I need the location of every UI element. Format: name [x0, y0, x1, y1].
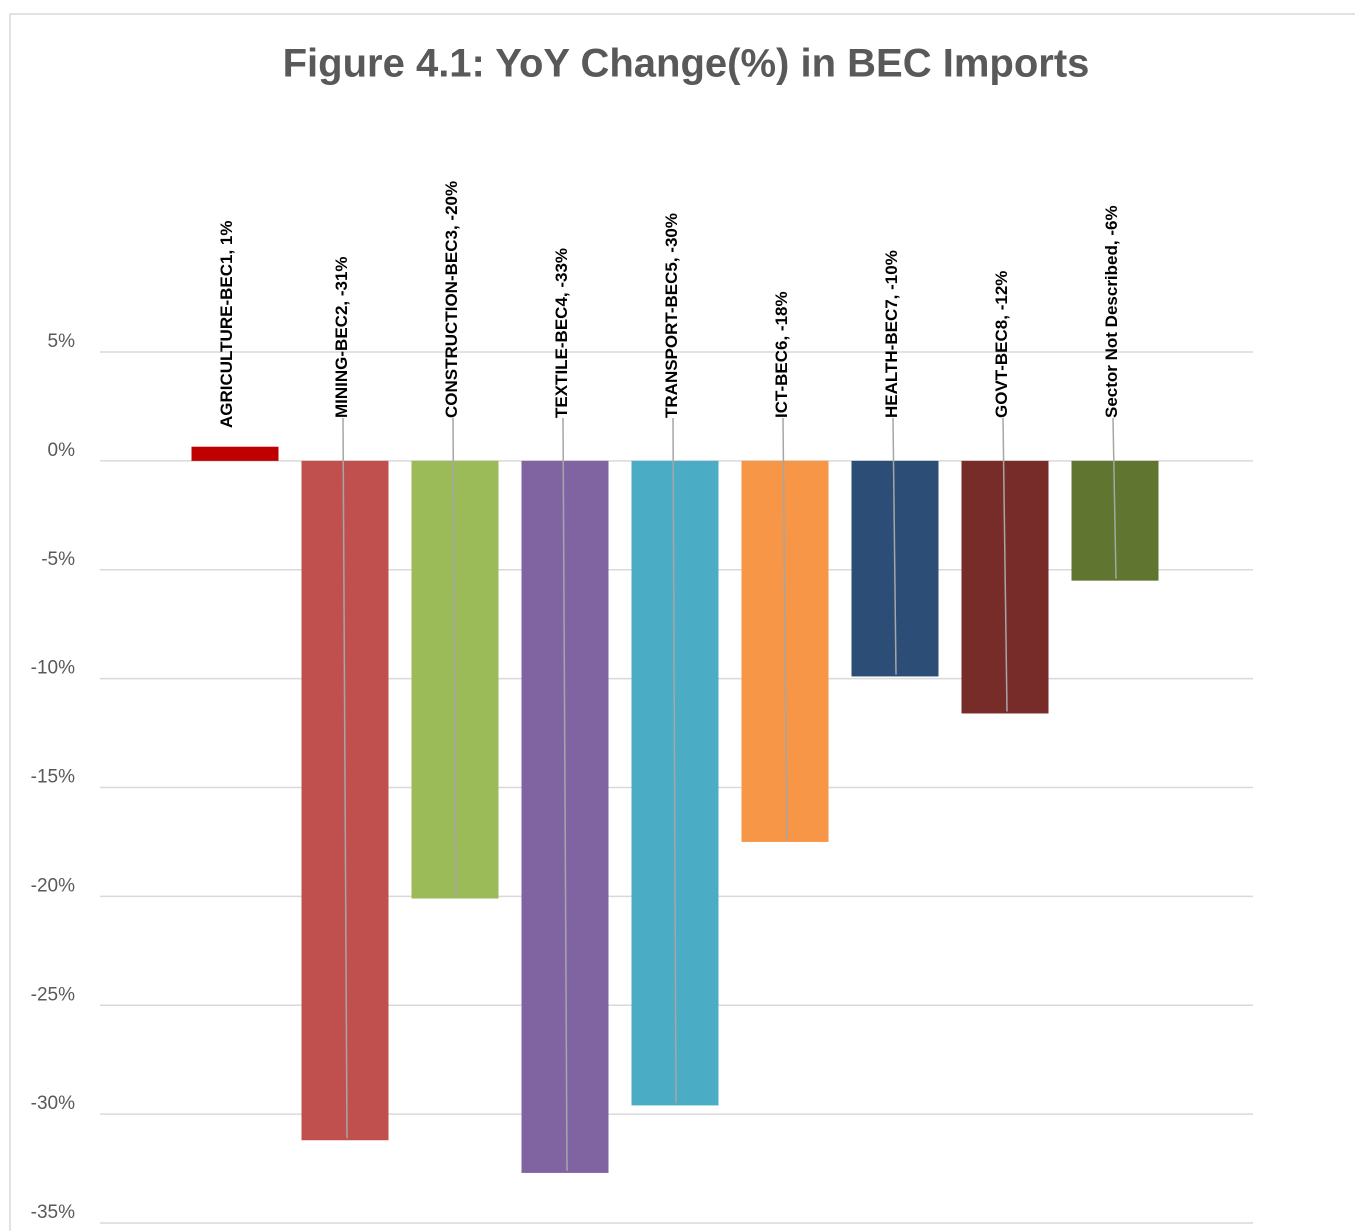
y-tick-label: -5% — [41, 549, 75, 570]
leader-line — [562, 417, 568, 1171]
chart-title: Figure 4.1: YoY Change(%) in BEC Imports — [283, 42, 1090, 86]
data-label-value: -18% — [772, 291, 791, 331]
y-tick-label: -35% — [31, 1202, 75, 1223]
data-label-category: MINING-BEC2 — [332, 306, 351, 418]
data-label-separator: , — [882, 290, 901, 299]
data-label-value: -33% — [552, 248, 571, 288]
leader-line — [1112, 417, 1117, 579]
data-label-category: CONSTRUCTION-BEC3 — [442, 230, 461, 418]
leader-line — [1002, 417, 1008, 712]
data-label-value: -10% — [882, 250, 901, 290]
data-label-value: -20% — [442, 181, 461, 221]
leader-line — [342, 417, 348, 1139]
bar — [191, 446, 279, 461]
data-label-category: ICT-BEC6 — [772, 341, 791, 418]
y-tick-label: -25% — [31, 984, 75, 1005]
y-tick-label: -30% — [31, 1093, 75, 1114]
leader-line — [892, 417, 897, 675]
data-label: CONSTRUCTION-BEC3, -20% — [442, 181, 461, 418]
y-tick-label: -20% — [31, 875, 75, 896]
data-label-separator: , — [442, 221, 461, 230]
data-label: TRANSPORT-BEC5, -30% — [662, 213, 681, 418]
data-label-category: AGRICULTURE-BEC1 — [217, 255, 236, 428]
data-label: HEALTH-BEC7, -10% — [882, 250, 901, 418]
leader-line — [782, 417, 788, 840]
data-label-value: 1% — [217, 221, 236, 246]
data-label: MINING-BEC2, -31% — [332, 256, 351, 418]
data-label-value: -31% — [332, 256, 351, 296]
data-label-separator: , — [332, 296, 351, 305]
data-label-category: Sector Not Described — [1102, 245, 1121, 418]
leader-line — [672, 417, 677, 1104]
data-label-value: -12% — [992, 271, 1011, 311]
y-tick-label: -15% — [31, 767, 75, 788]
data-label-category: HEALTH-BEC7 — [882, 299, 901, 418]
data-label: AGRICULTURE-BEC1, 1% — [217, 221, 236, 429]
data-label-separator: , — [662, 253, 681, 262]
data-label-category: TEXTILE-BEC4 — [552, 297, 571, 418]
data-label: GOVT-BEC8, -12% — [992, 271, 1011, 418]
data-label-separator: , — [992, 310, 1011, 319]
data-label: ICT-BEC6, -18% — [772, 291, 791, 418]
data-label: Sector Not Described, -6% — [1102, 205, 1121, 418]
data-label-separator: , — [217, 245, 236, 254]
data-label-separator: , — [552, 288, 571, 297]
y-tick-label: 5% — [48, 331, 76, 352]
data-label: TEXTILE-BEC4, -33% — [552, 248, 571, 418]
data-label-separator: , — [1102, 236, 1121, 245]
leader-line — [452, 417, 457, 897]
data-label-category: TRANSPORT-BEC5 — [662, 262, 681, 418]
data-label-separator: , — [772, 331, 791, 340]
data-label-value: -30% — [662, 213, 681, 253]
y-tick-label: -10% — [31, 658, 75, 679]
data-label-value: -6% — [1102, 205, 1121, 235]
y-tick-label: 0% — [48, 440, 76, 461]
data-label-category: GOVT-BEC8 — [992, 320, 1011, 418]
